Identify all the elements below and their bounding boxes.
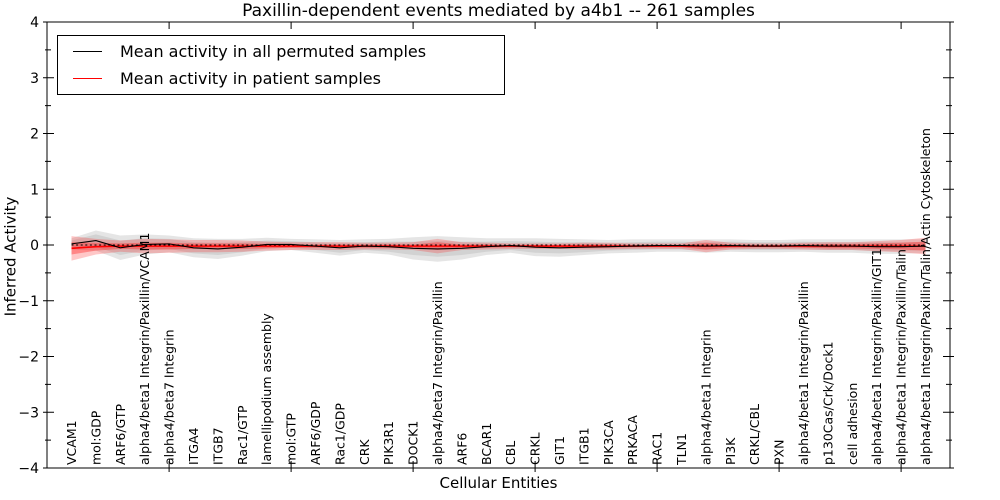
x-tick-label: PIK3R1: [381, 421, 396, 465]
patient-spread-outer-band: [71, 236, 926, 261]
y-tick-label: 1: [30, 182, 39, 198]
x-tick-label: CRKL/CBL: [747, 404, 762, 465]
x-tick-label: p130Cas/Crk/Dock1: [820, 341, 835, 465]
legend-line-swatch-black: [73, 51, 102, 52]
legend-entry-patient: Mean activity in patient samples: [58, 65, 504, 92]
x-tick-label: alpha4/beta1 Integrin/Paxillin/GIT1: [869, 248, 884, 465]
x-axis-label: Cellular Entities: [439, 474, 558, 492]
x-tick-label: Rac1/GDP: [332, 403, 347, 465]
legend: Mean activity in all permuted samples Me…: [57, 35, 505, 95]
x-tick-label: ITGB1: [576, 427, 591, 465]
x-tick-label: alpha4/beta1 Integrin/Paxillin/VCAM1: [137, 233, 152, 465]
legend-entry-permuted: Mean activity in all permuted samples: [58, 38, 504, 65]
y-tick-label: −3: [18, 405, 39, 421]
x-tick-label: alpha4/beta1 Integrin: [698, 329, 713, 465]
x-tick-label: ARF6/GTP: [113, 404, 128, 465]
x-tick-label: alpha4/beta7 Integrin: [162, 329, 177, 465]
x-tick-label: ITGA4: [186, 427, 201, 465]
x-tick-label: mol:GTP: [284, 413, 299, 465]
x-tick-label: Rac1/GTP: [235, 405, 250, 465]
x-tick-label: PI3K: [723, 437, 738, 465]
x-tick-label: alpha4/beta1 Integrin/Paxillin: [796, 281, 811, 465]
y-tick-label: −4: [18, 461, 39, 477]
y-tick-label: −1: [18, 294, 39, 310]
y-tick-label: 4: [30, 15, 39, 31]
x-tick-label: PIK3CA: [601, 420, 616, 465]
y-tick-label: −2: [18, 350, 39, 366]
x-tick-label: alpha4/beta7 Integrin/Paxillin: [430, 281, 445, 465]
x-tick-label: PRKACA: [625, 415, 640, 465]
x-tick-label: CBL: [503, 441, 518, 465]
legend-entry-label: Mean activity in all permuted samples: [120, 42, 427, 61]
x-tick-label: GIT1: [552, 436, 567, 465]
x-tick-label: CRK: [357, 439, 372, 465]
x-tick-label: alpha4/beta1 Integrin/Paxillin/Talin: [894, 249, 909, 465]
x-tick-label: PXN: [772, 440, 787, 465]
y-axis-label: Inferred Activity: [1, 196, 20, 317]
y-tick-label: 0: [30, 238, 39, 254]
x-tick-label: BCAR1: [479, 423, 494, 465]
x-tick-label: alpha4/beta1 Integrin/Paxillin/Talin/Act…: [918, 128, 933, 465]
x-tick-label: RAC1: [650, 432, 665, 465]
x-tick-label: VCAM1: [64, 420, 79, 465]
x-tick-label: DOCK1: [406, 421, 421, 465]
legend-line-swatch-red: [73, 78, 102, 79]
chart-title: Paxillin-dependent events mediated by a4…: [242, 1, 755, 21]
permuted-mean-line: [71, 239, 926, 250]
x-tick-label: cell adhesion: [845, 383, 860, 465]
x-tick-label: ITGB7: [210, 427, 225, 465]
x-tick-label: ARF6/GDP: [308, 401, 323, 465]
x-tick-label: CRKL: [528, 432, 543, 465]
legend-entry-label: Mean activity in patient samples: [120, 69, 381, 88]
x-tick-label: mol:GDP: [88, 410, 103, 465]
x-tick-label: TLN1: [674, 433, 689, 466]
x-tick-label: lamellipodium assembly: [259, 313, 274, 465]
y-tick-label: 2: [30, 127, 39, 143]
x-tick-label: ARF6: [454, 433, 469, 465]
y-tick-label: 3: [30, 71, 39, 87]
